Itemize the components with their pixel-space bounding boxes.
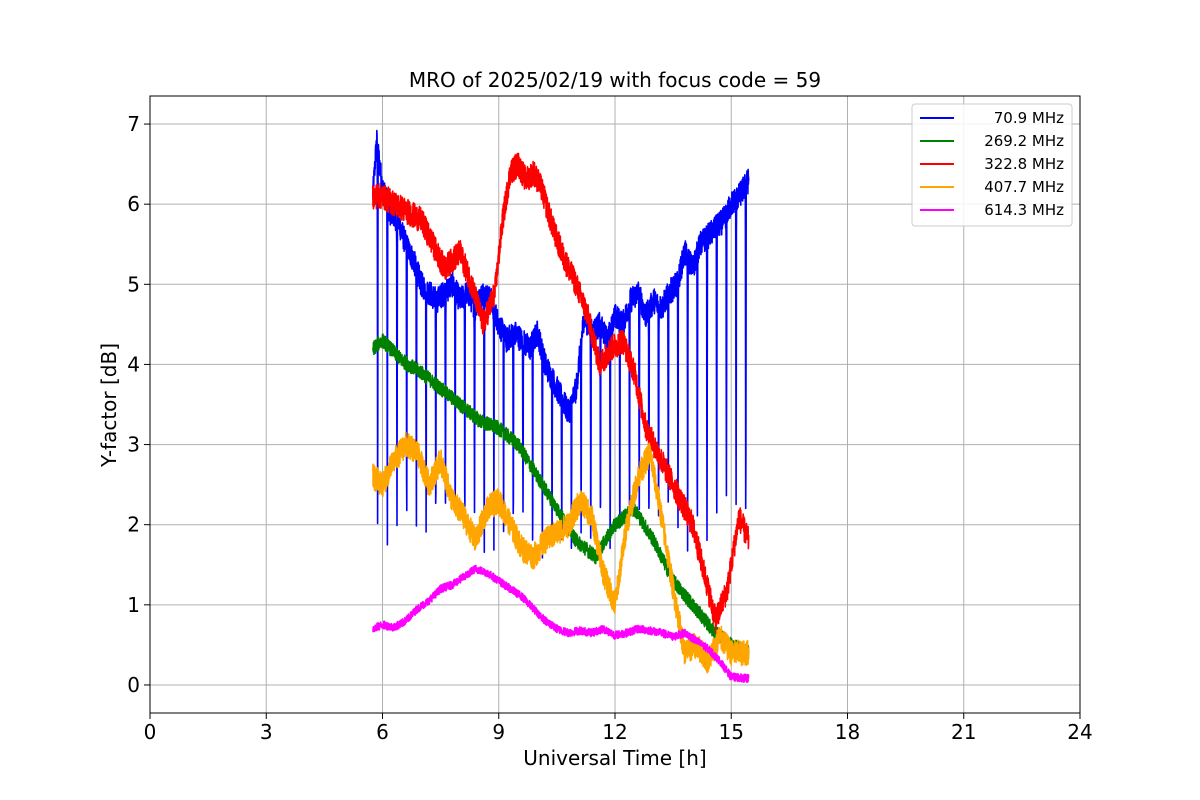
series-line	[372, 431, 750, 674]
x-ticks: 0 3 6 9 12 15 18 21 24	[144, 713, 1093, 744]
x-tick-label: 0	[144, 720, 157, 744]
x-tick-label: 21	[951, 720, 976, 744]
y-tick-label: 5	[127, 272, 140, 296]
x-tick-label: 9	[492, 720, 505, 744]
y-tick-label: 7	[127, 112, 140, 136]
legend-label: 269.2 MHz	[984, 132, 1064, 150]
series-line	[372, 129, 750, 559]
x-axis-label: Universal Time [h]	[523, 746, 706, 770]
x-tick-label: 24	[1067, 720, 1092, 744]
x-tick-label: 3	[260, 720, 273, 744]
y-axis-label: Y-factor [dB]	[97, 343, 121, 468]
y-ticks: 0 1 2 3 4 5 6 7	[127, 112, 150, 697]
y-tick-label: 0	[127, 673, 140, 697]
plot-lines	[372, 129, 750, 683]
y-tick-label: 3	[127, 433, 140, 457]
series-line	[372, 333, 750, 660]
legend-label: 614.3 MHz	[984, 201, 1064, 219]
legend-label: 70.9 MHz	[994, 109, 1064, 127]
series-line	[372, 564, 750, 683]
legend-label: 322.8 MHz	[984, 155, 1064, 173]
chart-title: MRO of 2025/02/19 with focus code = 59	[409, 68, 821, 92]
x-tick-label: 6	[376, 720, 389, 744]
legend-label: 407.7 MHz	[984, 178, 1064, 196]
y-tick-label: 4	[127, 352, 140, 376]
legend-box	[911, 103, 1073, 227]
x-tick-label: 18	[835, 720, 860, 744]
x-tick-label: 15	[719, 720, 744, 744]
series-line	[372, 152, 750, 634]
legend: 70.9 MHz 269.2 MHz 322.8 MHz 407.7 MHz 614.3…	[911, 103, 1073, 227]
x-tick-label: 12	[602, 720, 627, 744]
y-tick-label: 6	[127, 192, 140, 216]
y-tick-label: 2	[127, 513, 140, 537]
y-tick-label: 1	[127, 593, 140, 617]
